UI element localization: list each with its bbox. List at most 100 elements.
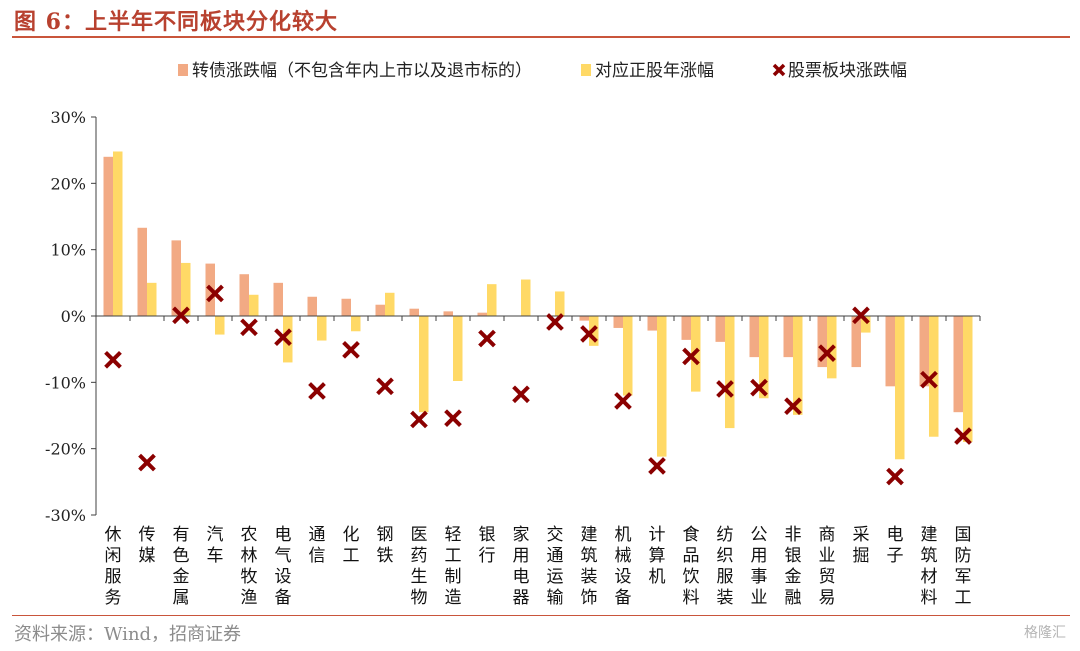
stock-bar-12 [521,279,531,316]
bond-bar-22 [851,316,861,368]
bond-bar-8 [375,304,385,316]
bond-bar-10 [443,311,453,316]
bond-bar-23 [885,316,895,387]
y-tick-label-6: -30% [45,506,86,525]
category-label-4: 农林牧渔 [241,525,258,608]
sector-marker-21 [818,344,836,362]
sector-marker-9 [410,410,428,429]
bond-bar-20 [783,316,793,358]
category-label-15: 机械设备 [615,525,632,608]
stock-bar-16 [657,316,667,457]
sector-marker-5 [274,328,292,347]
sector-marker-23 [886,467,904,486]
sector-marker-12 [512,385,530,404]
bond-bar-2 [171,240,181,316]
category-label-2: 有色金属 [173,525,190,608]
bond-bar-0 [103,156,113,316]
sector-marker-18 [716,380,734,398]
stock-bar-13 [555,291,565,316]
bond-bar-6 [307,296,317,316]
stock-bar-15 [623,316,633,396]
legend-swatch-0 [178,64,188,76]
stock-bar-20 [793,316,803,415]
bond-bar-9 [409,308,419,316]
category-label-19: 公用事业 [751,525,768,608]
stock-bar-4 [249,294,259,316]
legend-label-2: 股票板块涨跌幅 [788,61,907,81]
category-label-3: 汽车 [207,525,224,566]
stock-bar-19 [759,316,769,399]
bond-bar-1 [137,227,147,316]
sector-marker-3 [206,284,224,303]
category-label-11: 银行 [479,525,496,566]
source-rule [12,615,1070,616]
bond-bar-25 [953,316,963,413]
category-label-21: 商业贸易 [819,525,836,608]
category-label-6: 通信 [309,525,326,566]
bond-bar-16 [647,316,657,331]
category-label-9: 医药生物 [411,525,428,608]
sector-marker-13 [546,313,564,331]
sector-marker-17 [682,347,700,366]
title-rule [12,36,1070,38]
stock-bar-11 [487,284,497,316]
stock-bar-18 [725,316,735,429]
stock-bar-7 [351,316,361,332]
chart-labels: 30%20%10%0%-10%-20%-30%休闲服务传媒有色金属汽车农林牧渔电… [45,108,971,608]
category-label-10: 轻工制造 [445,525,462,608]
category-label-17: 食品饮料 [683,525,700,608]
bond-bar-5 [273,282,283,316]
bond-bar-18 [715,316,725,342]
chart-markers [104,284,972,486]
category-label-20: 非银金融 [785,525,802,608]
legend-label-0: 转债涨跌幅（不包含年内上市以及退市标的） [192,61,532,81]
sector-marker-1 [138,453,156,472]
legend-item-0: 转债涨跌幅（不包含年内上市以及退市标的） [178,61,532,81]
category-label-8: 钢铁 [377,525,394,566]
chart-legend: 转债涨跌幅（不包含年内上市以及退市标的） 对应正股年涨幅 股票板块涨跌幅 [178,61,907,81]
stock-bar-23 [895,316,905,460]
sector-marker-6 [308,382,326,400]
stock-bar-8 [385,292,395,316]
category-label-1: 传媒 [139,525,156,566]
y-tick-label-2: 10% [50,241,86,260]
legend-swatch-2 [772,63,786,77]
sector-marker-4 [240,318,258,337]
stock-bar-25 [963,316,973,443]
sector-marker-7 [342,341,360,359]
y-tick-label-0: 30% [50,108,86,127]
category-label-22: 采掘 [853,525,870,566]
sector-marker-10 [444,409,462,427]
chart-bars [103,151,973,460]
sector-marker-16 [648,457,666,475]
bond-bar-4 [239,274,249,316]
sector-marker-11 [478,329,496,348]
sector-marker-15 [614,392,632,410]
watermark: 格隆汇 [1024,625,1066,641]
category-label-16: 计算机 [649,525,666,587]
legend-swatch-1 [581,64,591,76]
source-note: 资料来源：Wind，招商证券 [14,624,242,645]
stock-bar-10 [453,316,463,382]
category-label-14: 建筑装饰 [581,525,598,608]
stock-bar-0 [113,151,123,316]
sector-marker-2 [172,306,190,325]
category-label-18: 纺织服装 [717,525,734,608]
bond-bar-24 [919,316,929,387]
stock-bar-9 [419,316,429,413]
legend-label-1: 对应正股年涨幅 [595,61,714,81]
bond-bar-14 [579,316,589,321]
stock-bar-3 [215,316,225,335]
bond-bar-15 [613,316,623,328]
y-tick-label-3: 0% [61,307,86,326]
stock-bar-6 [317,316,327,341]
category-label-13: 交通运输 [547,525,564,608]
sector-marker-25 [954,427,972,445]
sector-marker-24 [920,370,938,389]
category-label-5: 电气设备 [275,525,292,608]
bar-chart: 转债涨跌幅（不包含年内上市以及退市标的） 对应正股年涨幅 股票板块涨跌幅 30% 20… [45,61,981,608]
category-label-24: 建筑材料 [921,525,938,608]
legend-item-1: 对应正股年涨幅 [581,61,714,81]
y-tick-label-5: -20% [45,440,86,459]
category-label-0: 休闲服务 [105,525,122,608]
